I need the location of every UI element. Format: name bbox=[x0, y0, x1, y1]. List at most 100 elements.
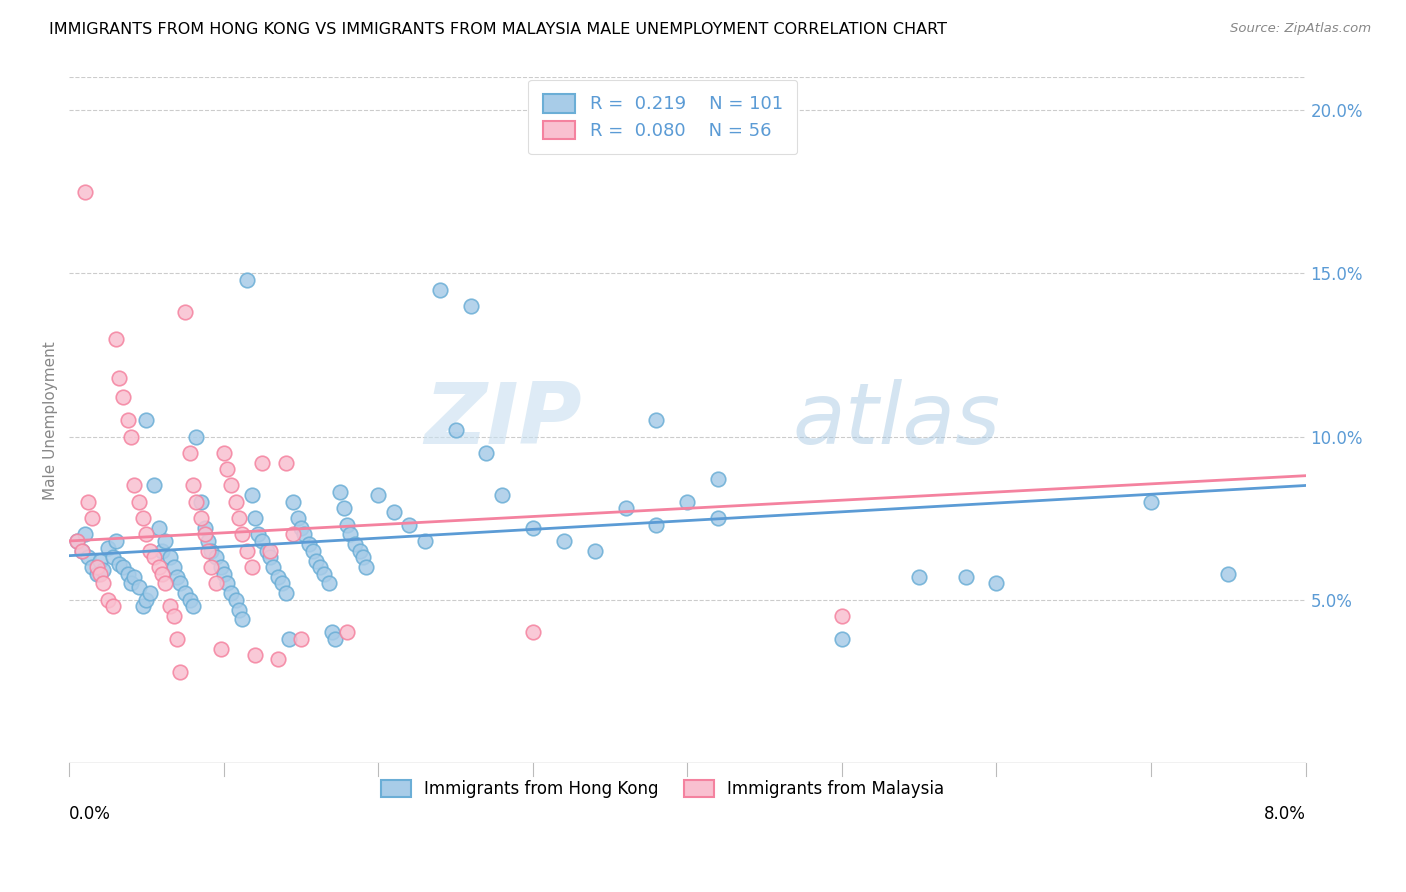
Point bbox=[150, 543, 173, 558]
Point bbox=[66, 533, 89, 548]
Point bbox=[135, 413, 157, 427]
Point bbox=[82, 560, 104, 574]
Point bbox=[491, 488, 513, 502]
Point bbox=[197, 533, 219, 548]
Point bbox=[228, 511, 250, 525]
Point bbox=[212, 446, 235, 460]
Point bbox=[143, 478, 166, 492]
Point bbox=[225, 495, 247, 509]
Point bbox=[212, 566, 235, 581]
Point bbox=[76, 550, 98, 565]
Point bbox=[292, 527, 315, 541]
Point bbox=[344, 537, 367, 551]
Point bbox=[831, 632, 853, 646]
Point bbox=[135, 592, 157, 607]
Text: Source: ZipAtlas.com: Source: ZipAtlas.com bbox=[1230, 22, 1371, 36]
Point bbox=[246, 527, 269, 541]
Point bbox=[150, 566, 173, 581]
Point bbox=[475, 446, 498, 460]
Point bbox=[91, 576, 114, 591]
Point bbox=[97, 541, 120, 555]
Point bbox=[107, 371, 129, 385]
Point bbox=[120, 576, 142, 591]
Point bbox=[148, 521, 170, 535]
Point bbox=[413, 533, 436, 548]
Point bbox=[329, 485, 352, 500]
Point bbox=[190, 511, 212, 525]
Point bbox=[259, 550, 281, 565]
Point bbox=[553, 533, 575, 548]
Point bbox=[205, 576, 228, 591]
Point bbox=[225, 592, 247, 607]
Point bbox=[333, 501, 356, 516]
Point bbox=[243, 648, 266, 663]
Point bbox=[181, 599, 204, 614]
Point bbox=[290, 521, 312, 535]
Point bbox=[221, 478, 243, 492]
Point bbox=[221, 586, 243, 600]
Point bbox=[349, 543, 371, 558]
Point bbox=[256, 543, 278, 558]
Point bbox=[274, 456, 297, 470]
Point bbox=[122, 478, 145, 492]
Point bbox=[298, 537, 321, 551]
Point bbox=[132, 511, 155, 525]
Point bbox=[138, 586, 160, 600]
Point bbox=[290, 632, 312, 646]
Point bbox=[262, 560, 284, 574]
Text: atlas: atlas bbox=[793, 379, 1001, 462]
Point bbox=[259, 543, 281, 558]
Point bbox=[174, 305, 197, 319]
Point bbox=[179, 446, 201, 460]
Point bbox=[73, 527, 96, 541]
Point bbox=[117, 566, 139, 581]
Text: 0.0%: 0.0% bbox=[69, 805, 111, 823]
Point bbox=[143, 550, 166, 565]
Point bbox=[614, 501, 637, 516]
Point bbox=[354, 560, 377, 574]
Point bbox=[73, 185, 96, 199]
Point bbox=[283, 495, 305, 509]
Point bbox=[132, 599, 155, 614]
Point bbox=[243, 511, 266, 525]
Point bbox=[101, 550, 124, 565]
Point bbox=[166, 570, 188, 584]
Text: IMMIGRANTS FROM HONG KONG VS IMMIGRANTS FROM MALAYSIA MALE UNEMPLOYMENT CORRELAT: IMMIGRANTS FROM HONG KONG VS IMMIGRANTS … bbox=[49, 22, 948, 37]
Point bbox=[336, 625, 359, 640]
Point bbox=[70, 543, 93, 558]
Point bbox=[676, 495, 699, 509]
Point bbox=[339, 527, 361, 541]
Point bbox=[200, 543, 222, 558]
Point bbox=[209, 560, 232, 574]
Point bbox=[231, 527, 253, 541]
Point bbox=[70, 543, 93, 558]
Point bbox=[302, 543, 325, 558]
Point bbox=[179, 592, 201, 607]
Point bbox=[184, 495, 207, 509]
Point bbox=[236, 543, 259, 558]
Point bbox=[117, 413, 139, 427]
Point bbox=[1218, 566, 1240, 581]
Point bbox=[382, 505, 405, 519]
Point bbox=[908, 570, 931, 584]
Point bbox=[101, 599, 124, 614]
Text: ZIP: ZIP bbox=[425, 379, 582, 462]
Point bbox=[169, 576, 191, 591]
Point bbox=[104, 332, 127, 346]
Point bbox=[308, 560, 330, 574]
Point bbox=[174, 586, 197, 600]
Point bbox=[112, 560, 135, 574]
Point bbox=[104, 533, 127, 548]
Point bbox=[831, 609, 853, 624]
Point bbox=[318, 576, 340, 591]
Point bbox=[287, 511, 309, 525]
Point bbox=[128, 580, 150, 594]
Point bbox=[429, 283, 451, 297]
Point bbox=[163, 560, 186, 574]
Point bbox=[271, 576, 294, 591]
Point bbox=[205, 550, 228, 565]
Point bbox=[166, 632, 188, 646]
Point bbox=[209, 641, 232, 656]
Point bbox=[252, 456, 274, 470]
Text: 8.0%: 8.0% bbox=[1264, 805, 1306, 823]
